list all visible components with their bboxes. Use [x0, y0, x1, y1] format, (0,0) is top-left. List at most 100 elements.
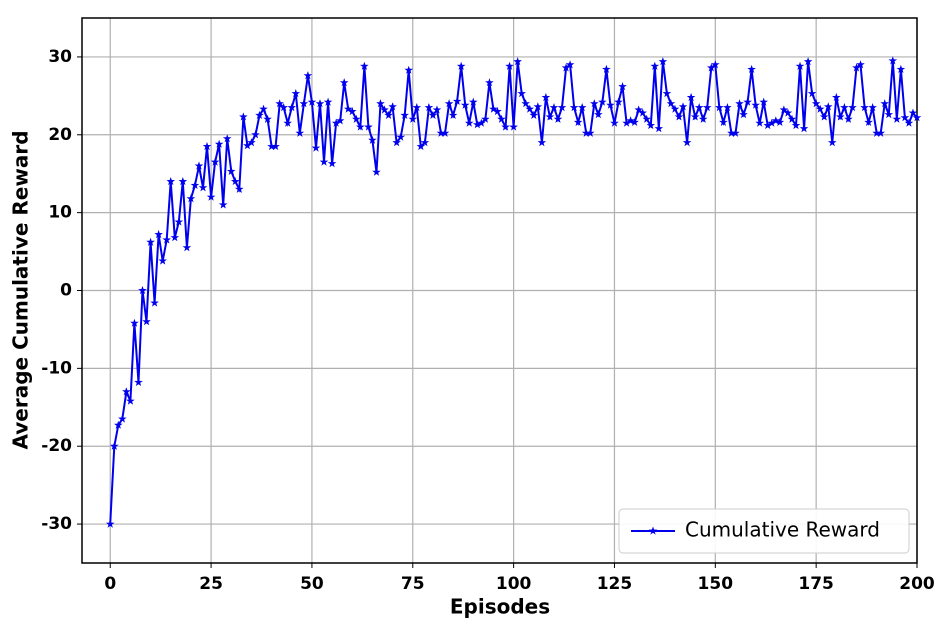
point-marker [707, 63, 716, 72]
point-marker [460, 100, 470, 109]
point-marker [392, 138, 401, 147]
point-marker [400, 110, 409, 119]
point-marker [239, 112, 248, 121]
legend: Cumulative Reward [618, 508, 910, 554]
point-marker [852, 63, 861, 72]
point-marker [690, 112, 700, 121]
point-marker [283, 118, 292, 127]
point-marker [590, 99, 599, 108]
point-marker [122, 387, 131, 396]
point-marker [206, 192, 216, 201]
point-marker [642, 114, 651, 123]
point-marker [424, 103, 434, 112]
point-marker [505, 61, 514, 70]
point-marker [775, 117, 785, 126]
point-marker [739, 110, 748, 119]
point-marker [227, 166, 236, 175]
x-tick-label: 100 [496, 574, 532, 594]
point-marker [670, 104, 680, 113]
point-marker [396, 132, 405, 141]
point-marker [622, 118, 631, 127]
point-marker [331, 118, 341, 127]
point-marker [118, 414, 127, 423]
point-marker [198, 183, 208, 192]
point-marker [323, 97, 333, 106]
point-marker [134, 377, 143, 386]
point-marker [594, 110, 603, 119]
x-tick-label: 125 [597, 574, 633, 594]
point-marker [747, 64, 756, 73]
point-marker [388, 102, 397, 111]
point-marker [335, 116, 345, 125]
point-marker [380, 105, 389, 114]
point-marker [440, 128, 450, 137]
point-marker [553, 114, 563, 123]
point-marker [912, 113, 922, 122]
legend-box [618, 508, 910, 554]
point-marker [231, 177, 240, 186]
point-marker [428, 110, 438, 119]
x-tick-label: 150 [698, 574, 734, 594]
point-marker [581, 128, 591, 137]
point-marker [686, 92, 696, 102]
point-marker [348, 106, 357, 116]
point-marker [783, 108, 793, 117]
point-marker [142, 317, 151, 326]
y-tick-label: 20 [48, 125, 72, 145]
point-marker [344, 104, 353, 113]
point-marker [154, 229, 163, 239]
point-marker [715, 103, 724, 112]
point-marker [525, 104, 534, 113]
point-marker [630, 117, 639, 126]
point-marker [259, 104, 268, 113]
point-marker [287, 103, 296, 112]
point-marker [803, 57, 813, 66]
point-marker [856, 60, 865, 69]
y-tick-label: 30 [48, 47, 72, 67]
point-marker [634, 105, 643, 114]
point-marker [364, 122, 373, 131]
point-marker [727, 128, 736, 137]
x-axis-label: Episodes [450, 595, 550, 619]
point-marker [210, 157, 220, 166]
point-marker [876, 128, 885, 137]
point-marker [541, 92, 551, 102]
point-marker [666, 99, 676, 108]
point-marker [319, 157, 329, 166]
point-marker [678, 102, 688, 111]
point-marker [279, 103, 288, 112]
point-marker [711, 60, 720, 69]
point-marker [650, 61, 660, 70]
point-marker [444, 99, 454, 108]
y-axis-label: Average Cumulative Reward [9, 130, 33, 449]
point-marker [311, 143, 321, 152]
point-marker [509, 122, 518, 131]
point-marker [682, 138, 692, 147]
x-tick-label: 50 [300, 574, 324, 594]
point-marker [368, 135, 377, 144]
point-marker [868, 103, 877, 112]
point-marker [178, 177, 188, 186]
point-marker [356, 122, 365, 131]
point-marker [315, 99, 325, 108]
point-marker [799, 124, 809, 133]
legend-label: Cumulative Reward [685, 518, 880, 542]
point-marker [723, 103, 732, 112]
point-marker [194, 161, 204, 170]
point-marker [828, 138, 837, 147]
point-marker [646, 120, 655, 130]
point-marker [908, 108, 918, 117]
point-marker [158, 256, 167, 265]
y-tick-label: -10 [41, 358, 72, 378]
point-marker [376, 99, 385, 108]
point-marker [674, 112, 684, 121]
point-marker [735, 99, 744, 108]
point-marker [662, 89, 672, 98]
point-marker [529, 110, 539, 119]
point-marker [896, 64, 906, 73]
point-marker [138, 286, 147, 295]
point-marker [150, 298, 159, 307]
point-marker [824, 102, 833, 111]
x-tick-label: 0 [104, 574, 116, 594]
